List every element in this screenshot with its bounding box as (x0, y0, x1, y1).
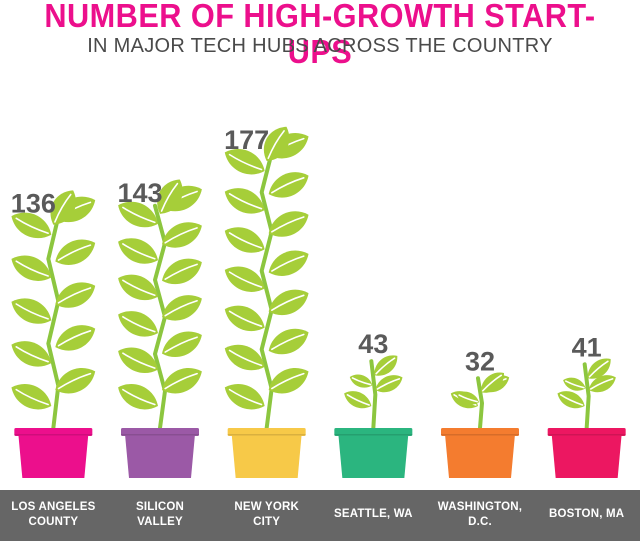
value-label: 177 (224, 125, 269, 155)
leaf (55, 367, 96, 394)
flower-pot (227, 428, 306, 478)
leaf (162, 367, 202, 394)
leaf (162, 222, 202, 248)
leaf (349, 374, 373, 388)
category-label: LOS ANGELES COUNTY (11, 501, 96, 528)
leaf (480, 372, 504, 393)
leaf (11, 341, 52, 367)
leaf (11, 212, 52, 239)
leaf (11, 298, 52, 324)
leaf (224, 227, 265, 253)
leaf (268, 289, 309, 316)
flower-pot (547, 428, 626, 478)
leaf (50, 190, 76, 225)
plant-stem (476, 376, 484, 430)
category-label: WASHINGTON, D.C. (437, 501, 523, 528)
plant-bar: 177 (224, 125, 309, 478)
leaf (118, 311, 158, 337)
value-label: 41 (572, 332, 602, 362)
value-label: 43 (358, 329, 388, 359)
leaf (224, 266, 265, 292)
category-label: BOSTON, MA (549, 508, 625, 520)
leaf (157, 179, 183, 214)
leaf (268, 250, 309, 276)
leaf (224, 344, 265, 371)
leaf (268, 367, 309, 394)
leaf (374, 355, 398, 376)
leaf (268, 328, 309, 355)
value-label: 32 (465, 346, 495, 376)
leaf (557, 391, 585, 409)
category-band (0, 490, 640, 541)
chart-subtitle: IN MAJOR TECH HUBS ACROSS THE COUNTRY (87, 35, 553, 57)
value-label: 143 (117, 178, 162, 208)
leaf (11, 383, 52, 410)
leaf (118, 201, 158, 228)
flower-pot (441, 428, 519, 478)
leaf (263, 126, 290, 161)
plant-bar: 136 (11, 189, 96, 478)
plant-bar: 41 (547, 332, 626, 478)
category-label: SEATTLE, WA (334, 508, 413, 520)
leaf (55, 239, 96, 265)
leaf (224, 188, 265, 214)
leaf (587, 358, 611, 379)
leaf (268, 211, 309, 237)
plant-stem (369, 359, 378, 430)
plant-stem (46, 214, 61, 430)
leaf (563, 377, 586, 391)
plant-bar: 32 (441, 346, 519, 478)
leaf (375, 375, 403, 393)
leaf (224, 148, 265, 175)
leaf (588, 375, 616, 393)
plant-bar: 143 (117, 178, 202, 478)
chart-title: NUMBER OF HIGH-GROWTH START-UPS (44, 0, 596, 70)
leaf (118, 238, 158, 264)
leaf (456, 391, 479, 405)
plant-bar: 43 (334, 329, 413, 478)
flower-pot (121, 428, 199, 478)
category-label: SILICON VALLEY (135, 501, 185, 528)
leaf (11, 255, 52, 281)
leaf (162, 331, 202, 357)
plant-stem (259, 151, 274, 430)
leaf (268, 172, 309, 198)
leaf (224, 305, 265, 332)
leaf (118, 383, 158, 410)
flower-pot (14, 428, 93, 478)
leaf (118, 347, 158, 373)
leaf (55, 325, 96, 351)
flower-pot (334, 428, 413, 478)
plant-stem (582, 362, 591, 430)
category-label: NEW YORK CITY (234, 501, 299, 528)
leaf (55, 282, 96, 308)
value-label: 136 (11, 189, 56, 219)
leaf (162, 295, 202, 321)
leaf (224, 383, 265, 410)
leaf (344, 391, 372, 409)
leaf (162, 258, 202, 285)
leaf (118, 274, 158, 301)
